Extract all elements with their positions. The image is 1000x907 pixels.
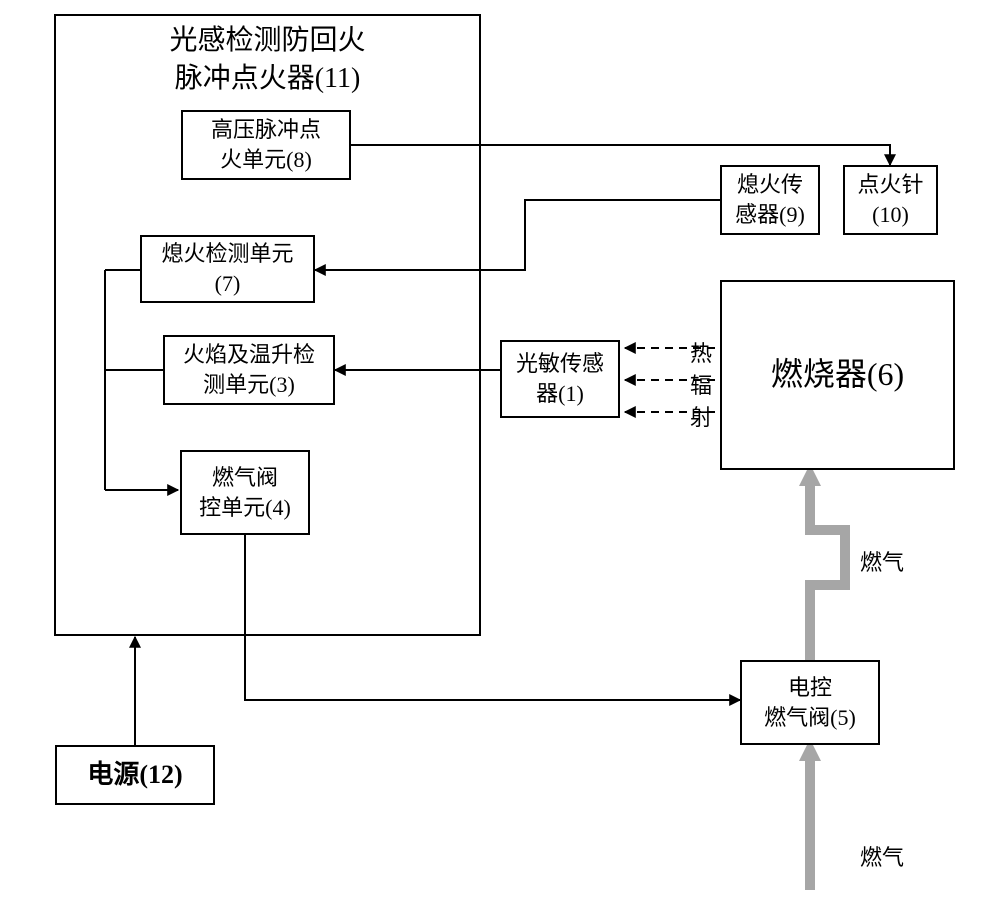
block-valve5-label: 电控 燃气阀(5) [764, 673, 856, 732]
block-unit7-label: 熄火检测单元 (7) [161, 239, 293, 298]
label-heat3: 射 [690, 400, 712, 432]
block-sensor1: 光敏传感 器(1) [500, 340, 620, 418]
block-sensor1-label: 光敏传感 器(1) [516, 349, 604, 408]
block-unit3-label: 火焰及温升检 测单元(3) [183, 340, 315, 399]
block-burner6: 燃烧器(6) [720, 280, 955, 470]
block-unit7: 熄火检测单元 (7) [140, 235, 315, 303]
block-unit8: 高压脉冲点 火单元(8) [181, 110, 351, 180]
block-power12: 电源(12) [55, 745, 215, 805]
label-heat2: 辐 [690, 368, 712, 400]
block-unit4: 燃气阀 控单元(4) [180, 450, 310, 535]
block-sensor9-label: 熄火传 感器(9) [735, 170, 805, 229]
block-power12-label: 电源(12) [87, 757, 182, 792]
label-gas2: 燃气 [860, 840, 904, 872]
block-sensor9: 熄火传 感器(9) [720, 165, 820, 235]
block-unit8-label: 高压脉冲点 火单元(8) [211, 115, 321, 174]
label-heat1: 热 [690, 336, 712, 368]
block-valve5: 电控 燃气阀(5) [740, 660, 880, 745]
block-unit10: 点火针 (10) [843, 165, 938, 235]
block-burner6-label: 燃烧器(6) [771, 353, 904, 396]
block-unit4-label: 燃气阀 控单元(4) [199, 463, 291, 522]
label-gas1: 燃气 [860, 545, 904, 577]
block-unit3: 火焰及温升检 测单元(3) [163, 335, 335, 405]
block-unit10-label: 点火针 (10) [857, 170, 923, 229]
container-title: 光感检测防回火 脉冲点火器(11) [95, 22, 440, 98]
